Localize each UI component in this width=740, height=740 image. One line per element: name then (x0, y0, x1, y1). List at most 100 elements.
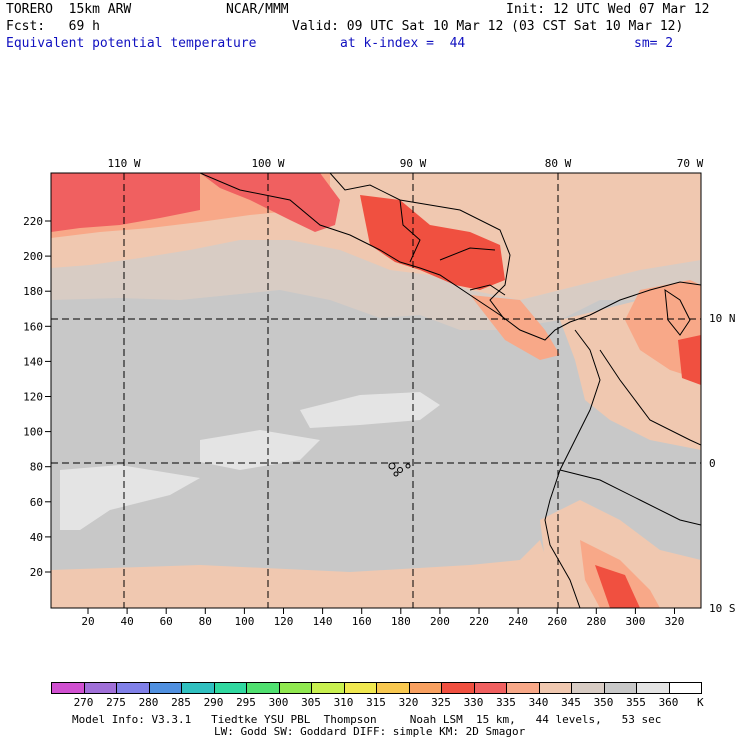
y-tick-label: 80 (30, 461, 43, 474)
field-band-355-west (60, 465, 200, 530)
colorbar-level-label: 300 (268, 696, 289, 709)
field-band-345-peru (540, 500, 701, 608)
y-tick-label: 160 (23, 320, 43, 333)
field-band-330-central-america (360, 195, 505, 290)
x-tick-label: 60 (160, 615, 173, 628)
longitude-label: 70 W (677, 157, 704, 170)
model-name: TORERO 15km ARW (6, 2, 132, 17)
longitude-label: 100 W (251, 157, 284, 170)
x-tick-label: 140 (313, 615, 333, 628)
border-ecuador-peru (559, 469, 701, 526)
colorbar-level-label: 320 (398, 696, 419, 709)
field-band-330-east (678, 335, 701, 385)
latitude-label: 10 N (709, 312, 736, 325)
coastline-caribbean (329, 173, 511, 321)
colorbar-level-label: 280 (138, 696, 159, 709)
colorbar-swatch (636, 682, 670, 694)
colorbar-level-label: 360 (658, 696, 679, 709)
y-tick-label: 140 (23, 355, 43, 368)
x-tick-label: 200 (430, 615, 450, 628)
colorbar-swatch (83, 682, 117, 694)
x-tick-label: 100 (234, 615, 254, 628)
colorbar-level-label: 285 (171, 696, 191, 709)
colorbar-swatch (376, 682, 410, 694)
x-tick-label: 20 (81, 615, 94, 628)
y-tick-label: 100 (23, 426, 43, 439)
colorbar-level-label: 295 (236, 696, 256, 709)
field-name: Equivalent potential temperature (6, 36, 257, 51)
border-nicaragua (469, 284, 506, 296)
x-tick-label: 300 (625, 615, 645, 628)
colorbar-level-label: 310 (333, 696, 354, 709)
y-tick-label: 60 (30, 496, 43, 509)
colorbar-level-label: 290 (203, 696, 224, 709)
forecast-hour: Fcst: 69 h (6, 19, 100, 34)
colorbar-level-label: 340 (528, 696, 549, 709)
colorbar-swatch (213, 682, 247, 694)
x-tick-label: 280 (586, 615, 606, 628)
y-axis: 20 40 60 80 100 120 140 160 180 200 220 (23, 215, 51, 579)
latitude-labels: 10 N 0 10 S (709, 312, 736, 615)
colorbar-level-label: 345 (561, 696, 581, 709)
field-band-355-center (300, 392, 440, 428)
colorbar-level-label: 325 (431, 696, 451, 709)
border-honduras (439, 247, 496, 261)
init-time: Init: 12 UTC Wed 07 Mar 12 (506, 2, 710, 17)
galapagos-island (405, 463, 411, 469)
colorbar-level-label: 355 (626, 696, 646, 709)
y-tick-label: 220 (23, 215, 43, 228)
colorbar-swatch (408, 682, 442, 694)
field-band-355-mid (200, 430, 320, 470)
y-tick-label: 20 (30, 566, 43, 579)
galapagos-island (393, 471, 399, 477)
model-info-line1: Model Info: V3.3.1 Tiedtke YSU PBL Thomp… (72, 713, 662, 726)
field-band-340-costa-rica (470, 295, 560, 360)
y-tick-label: 120 (23, 391, 43, 404)
colorbar-unit: K (697, 696, 704, 709)
center-name: NCAR/MMM (226, 2, 289, 17)
colorbar-level-label: 305 (301, 696, 321, 709)
field-band-345-south (51, 540, 560, 608)
colorbar-level-label: 275 (106, 696, 126, 709)
x-tick-label: 220 (469, 615, 489, 628)
valid-time: Valid: 09 UTC Sat 10 Mar 12 (03 CST Sat … (292, 19, 684, 34)
y-tick-label: 180 (23, 285, 43, 298)
y-tick-label: 200 (23, 250, 43, 263)
colorbar-swatch (473, 682, 507, 694)
colorbar-swatch (181, 682, 215, 694)
level-label: at k-index = 44 (340, 36, 466, 51)
latitude-label: 10 S (709, 602, 736, 615)
colorbar-swatch (278, 682, 312, 694)
model-info-line2: LW: Godd SW: Goddard DIFF: simple KM: 2D… (214, 725, 526, 738)
colorbar-level-label: 330 (463, 696, 484, 709)
longitude-label: 110 W (107, 157, 140, 170)
x-axis: 20 40 60 80 100 120 140 160 180 200 220 240 260 280 30… (81, 608, 684, 628)
colorbar-swatch (441, 682, 475, 694)
x-tick-label: 120 (274, 615, 294, 628)
x-tick-label: 40 (120, 615, 133, 628)
plot-frame (50, 172, 702, 609)
lake-maracaibo (664, 288, 691, 336)
colorbar-level-label: 270 (73, 696, 94, 709)
galapagos-island (397, 467, 403, 473)
colorbar-swatch (311, 682, 345, 694)
field-band-330-peru (595, 565, 640, 608)
theta-e-field (51, 173, 701, 608)
colorbar-swatch (246, 682, 280, 694)
colorbar-level-label: 335 (496, 696, 516, 709)
x-tick-label: 80 (199, 615, 212, 628)
border-colombia (599, 349, 701, 446)
x-tick-label: 160 (352, 615, 372, 628)
x-tick-label: 180 (391, 615, 411, 628)
border-guatemala (399, 199, 421, 263)
colorbar-swatch (571, 682, 605, 694)
colorbar-swatch (51, 682, 85, 694)
smoothing-label: sm= 2 (634, 36, 674, 51)
longitude-label: 90 W (400, 157, 427, 170)
y-tick-label: 40 (30, 531, 43, 544)
colorbar-level-label: 350 (593, 696, 614, 709)
latitude-label: 0 (709, 457, 716, 470)
colorbar-swatch (506, 682, 540, 694)
x-tick-label: 320 (665, 615, 685, 628)
